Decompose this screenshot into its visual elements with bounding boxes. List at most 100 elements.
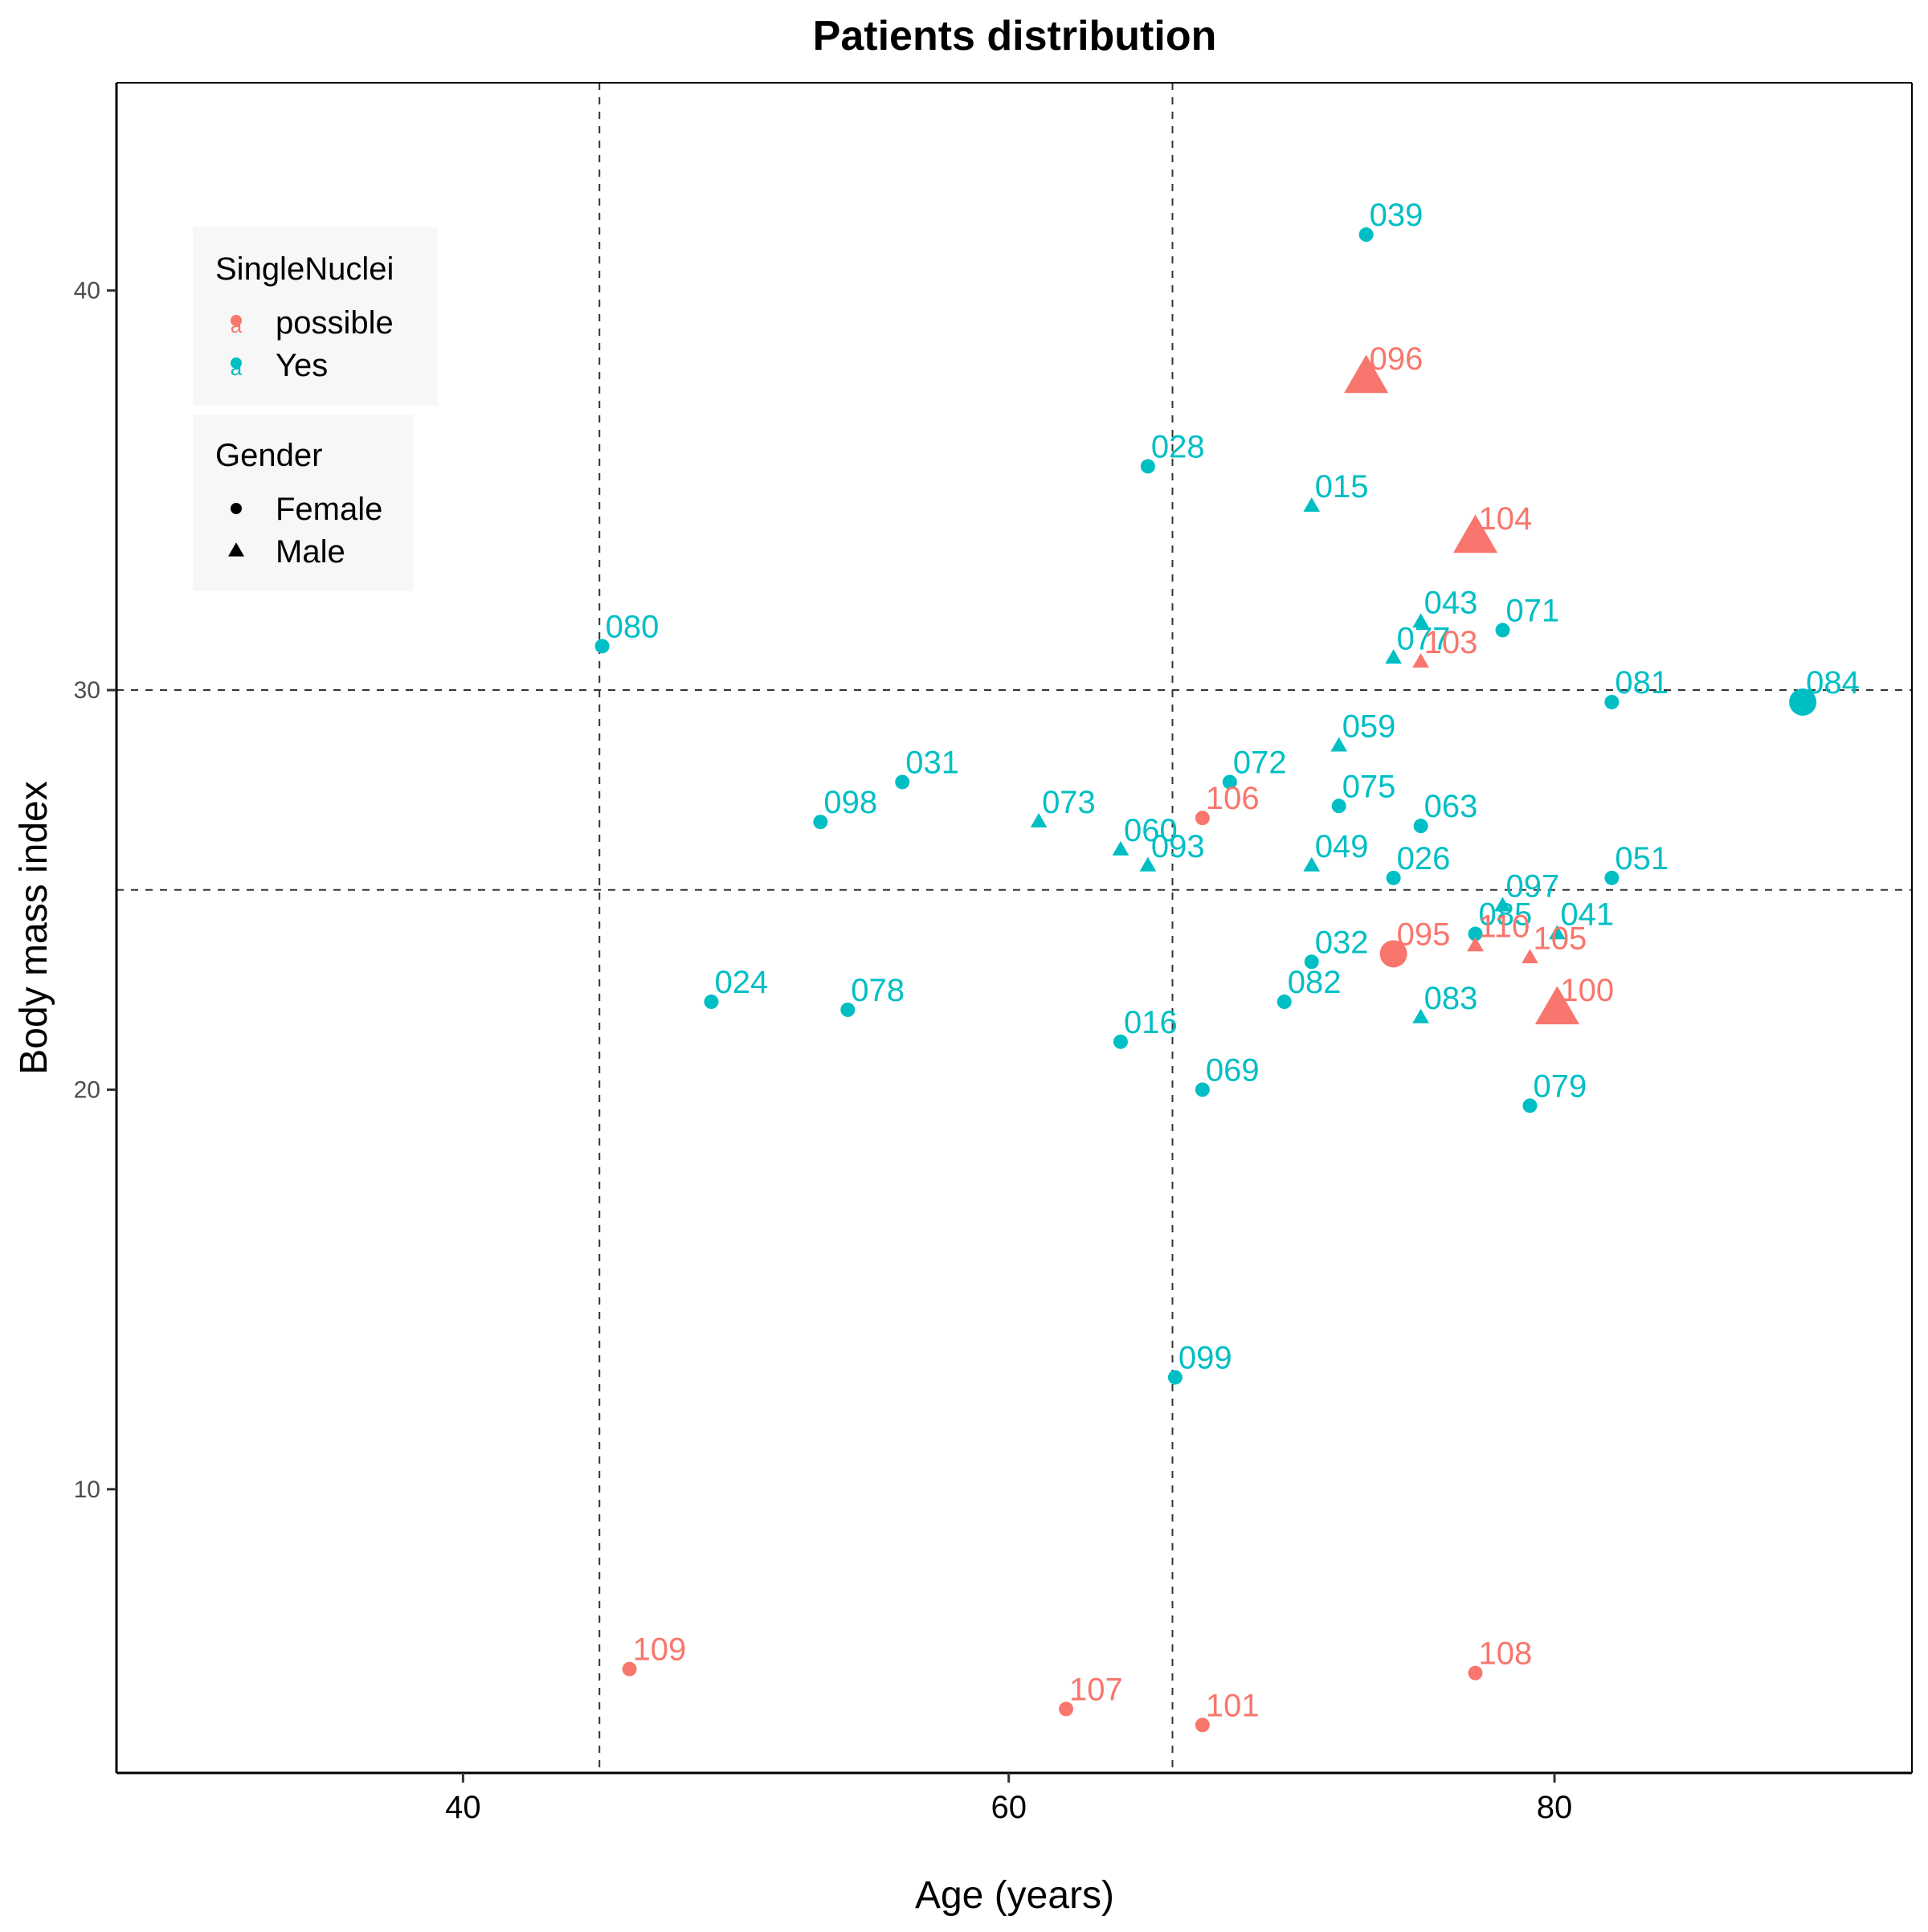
- data-point-female: [1195, 811, 1210, 826]
- data-point-female: [594, 639, 610, 654]
- data-point-male: [1549, 925, 1566, 940]
- legend-entry-label: Female: [276, 492, 382, 527]
- data-label: 041: [1560, 897, 1614, 932]
- data-point-female: [1468, 1665, 1483, 1681]
- data-label: 077: [1397, 621, 1451, 656]
- legend-point-key: [231, 357, 242, 369]
- data-label: 015: [1315, 469, 1369, 504]
- data-point-female: [622, 1661, 637, 1677]
- data-point-male: [1303, 856, 1321, 872]
- data-point-male: [1534, 986, 1580, 1025]
- data-point-female: [1358, 227, 1374, 243]
- data-label: 043: [1424, 585, 1478, 620]
- legend-entry-label: Yes: [276, 348, 328, 383]
- legend-singlenuclei: SingleNuclei a possible a Yes: [193, 227, 438, 406]
- data-label: 079: [1533, 1068, 1587, 1104]
- data-label: 039: [1370, 198, 1424, 233]
- legend-entry-label: possible: [276, 305, 394, 341]
- data-point-female: [1222, 774, 1237, 790]
- legend-circle-key: [231, 503, 242, 514]
- data-label: 109: [633, 1632, 687, 1668]
- data-label: 099: [1178, 1341, 1232, 1376]
- data-point-male: [1522, 949, 1538, 964]
- y-axis-label: Body mass index: [13, 781, 55, 1075]
- data-point-male: [1452, 514, 1498, 553]
- data-label: 016: [1124, 1005, 1178, 1040]
- data-label: 107: [1069, 1672, 1123, 1707]
- data-point-male: [1330, 737, 1348, 752]
- data-point-male: [1467, 937, 1484, 952]
- legend-point-key: [231, 315, 242, 326]
- legend-entry-label: Male: [276, 534, 345, 570]
- data-point-female: [1140, 459, 1155, 474]
- legend-text-key: a: [231, 356, 243, 380]
- data-label: 071: [1506, 593, 1560, 628]
- data-label: 110: [1479, 909, 1530, 944]
- chart-title: Patients distribution: [813, 13, 1217, 59]
- data-point-female: [1413, 819, 1428, 834]
- legend-text-key: a: [231, 313, 243, 337]
- data-point-female: [1604, 870, 1620, 885]
- data-label: 024: [714, 965, 768, 1000]
- data-label: 073: [1042, 785, 1096, 820]
- data-point-female: [704, 995, 719, 1010]
- data-label: 106: [1206, 781, 1260, 816]
- data-label: 072: [1233, 745, 1287, 780]
- data-point-female: [1195, 1718, 1210, 1733]
- data-point-female: [813, 815, 828, 830]
- data-point-male: [1139, 856, 1157, 872]
- data-label: 032: [1315, 925, 1369, 960]
- data-label: 063: [1424, 789, 1478, 824]
- data-point-female: [1195, 1082, 1210, 1097]
- data-point-female: [1331, 799, 1346, 814]
- data-label: 100: [1560, 973, 1614, 1008]
- data-point-male: [1412, 1008, 1429, 1023]
- y-tick-label: 10: [74, 1477, 100, 1503]
- data-label: 093: [1151, 829, 1205, 864]
- data-label: 059: [1342, 709, 1396, 745]
- data-label: 095: [1397, 917, 1451, 952]
- data-label: 101: [1206, 1688, 1260, 1723]
- y-tick-label: 30: [74, 677, 100, 704]
- data-point-female: [1604, 694, 1620, 709]
- x-axis-label: Age (years): [915, 1874, 1114, 1917]
- legend-gender-title: Gender: [215, 438, 322, 473]
- data-point-female: [840, 1002, 856, 1017]
- data-point-female: [1522, 1098, 1538, 1113]
- data-label: 026: [1397, 841, 1451, 876]
- data-point-female: [1386, 870, 1401, 885]
- legend-triangle-key: [228, 542, 244, 557]
- data-point-male: [1385, 649, 1402, 664]
- data-point-male: [1030, 813, 1048, 828]
- data-point-male: [1112, 840, 1129, 856]
- axes: 40 60 80 10 20 30 40: [74, 82, 1913, 1825]
- data-point-female: [895, 774, 910, 790]
- data-label: 104: [1479, 501, 1533, 537]
- data-point-female: [1167, 1370, 1183, 1385]
- data-point-female: [1468, 926, 1483, 941]
- data-label: 069: [1206, 1052, 1260, 1088]
- data-label: 105: [1533, 921, 1587, 956]
- data-point-female: [1304, 954, 1319, 970]
- data-point-male: [1412, 613, 1429, 628]
- data-point-male: [1494, 897, 1511, 912]
- data-label: 082: [1288, 965, 1342, 1000]
- data-label: 031: [905, 745, 959, 780]
- x-tick-label: 80: [1537, 1790, 1573, 1825]
- data-point-female: [1379, 940, 1407, 968]
- data-label: 084: [1806, 665, 1860, 701]
- data-point-female: [1789, 688, 1817, 716]
- data-label: 083: [1424, 981, 1478, 1016]
- data-label: 096: [1370, 341, 1424, 377]
- data-label: 080: [606, 609, 660, 644]
- data-point-female: [1276, 995, 1292, 1010]
- data-point-female: [1495, 623, 1510, 638]
- data-label: 097: [1506, 869, 1560, 905]
- data-label: 085: [1479, 897, 1533, 932]
- legend-gender: Gender Female Male: [193, 415, 414, 591]
- data-point-female: [1059, 1701, 1074, 1717]
- data-label: 103: [1424, 625, 1478, 660]
